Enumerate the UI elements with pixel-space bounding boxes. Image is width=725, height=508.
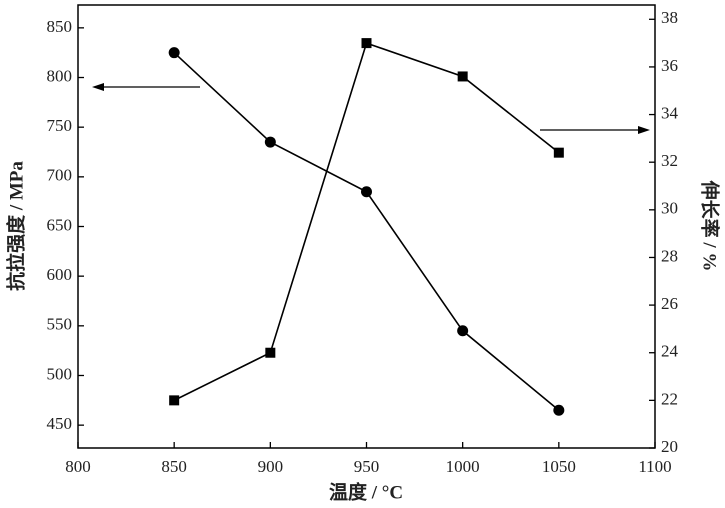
marker-circle [361, 186, 372, 198]
marker-circle [264, 136, 276, 148]
y-tick-label: 850 [47, 17, 73, 36]
marker-circle [553, 404, 565, 416]
arrow-right [540, 126, 650, 134]
x-tick-label: 1100 [638, 457, 671, 476]
y-tick-label: 500 [47, 364, 73, 383]
marker-square [265, 347, 276, 358]
y2-tick-label: 36 [661, 56, 678, 75]
y-tick-label: 650 [47, 215, 73, 234]
x-tick-label: 850 [161, 457, 187, 476]
x-axis-title: 温度 / °C [329, 480, 403, 503]
y2-tick-label: 30 [661, 199, 678, 218]
y-tick-label: 450 [47, 414, 73, 433]
y2-tick-label: 22 [661, 389, 678, 408]
y2-tick-label: 32 [661, 151, 678, 170]
marker-square [457, 71, 468, 82]
marker-square [361, 38, 372, 49]
x-tick-label: 800 [65, 457, 91, 476]
marker-square [553, 147, 564, 158]
x-tick-label: 1050 [542, 457, 576, 476]
y2-tick-label: 28 [661, 246, 678, 265]
y2-tick-label: 20 [661, 437, 678, 456]
y2-axis-title: 伸长率 / % [699, 180, 722, 272]
y-tick-label: 750 [47, 116, 73, 135]
y-tick-label: 600 [47, 265, 73, 284]
plot-frame [77, 4, 656, 449]
y-axis-title: 抗拉强度 / MPa [4, 161, 27, 291]
x-tick-label: 900 [258, 457, 284, 476]
y2-tick-label: 34 [661, 103, 679, 122]
x-tick-label: 950 [354, 457, 380, 476]
marker-circle [168, 47, 180, 59]
x-tick-label: 1000 [446, 457, 480, 476]
y2-tick-label: 24 [661, 342, 679, 361]
y-tick-label: 800 [47, 66, 73, 85]
marker-circle [457, 325, 469, 337]
y-tick-label: 700 [47, 166, 73, 185]
marker-square [169, 395, 180, 406]
y2-tick-label: 38 [661, 8, 678, 27]
y2-tick-label: 26 [661, 294, 678, 313]
arrow-left [92, 83, 200, 91]
y-tick-label: 550 [47, 315, 73, 334]
series-line [173, 42, 560, 402]
